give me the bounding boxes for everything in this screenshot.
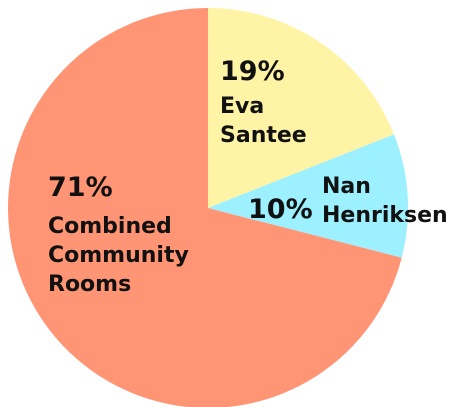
pie-slice	[8, 8, 402, 407]
percent-label: 10%	[248, 194, 313, 225]
name-line: Santee	[220, 123, 307, 148]
name-line: Nan	[322, 174, 379, 199]
percent-label: 71%	[48, 172, 113, 203]
name-line: Community	[48, 243, 197, 268]
name-line: Combined	[48, 214, 179, 239]
slice-name: Nan Henriksen	[322, 174, 448, 228]
name-line: Henriksen	[322, 203, 448, 228]
name-line: Rooms	[48, 272, 131, 297]
pie-slice	[208, 8, 394, 208]
slice-name: Eva Santee	[220, 94, 307, 148]
pie-slice	[208, 134, 408, 258]
percent-label: 19%	[220, 56, 285, 87]
name-line: Eva	[220, 94, 272, 119]
slice-name: Combined Community Rooms	[48, 214, 197, 297]
